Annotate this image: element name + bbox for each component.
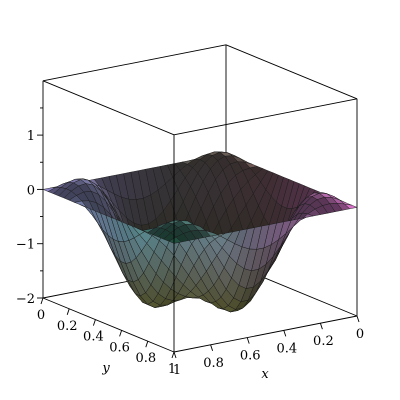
y-tick-label: 0.6: [109, 340, 130, 355]
y-tick-mark: [66, 308, 70, 315]
x-tick-label: 0: [356, 327, 364, 342]
x-tick-label: 0.2: [313, 334, 334, 349]
y-tick-label: 0.8: [135, 351, 156, 366]
surface-mesh: [42, 151, 358, 313]
box-edge: [173, 98, 358, 136]
box-edge: [225, 44, 358, 100]
y-tick-mark: [145, 341, 149, 348]
y-tick-label: 0: [37, 308, 45, 323]
y-tick-mark: [119, 330, 123, 337]
x-tick-label: 0.6: [240, 349, 261, 364]
box-edge: [42, 80, 175, 136]
x-tick-label: 0.8: [203, 356, 224, 371]
axis-ticks: [37, 107, 360, 359]
x-tick-mark: [356, 315, 360, 323]
z-tick-label: −2: [16, 292, 35, 307]
box-edge: [42, 44, 227, 82]
y-tick-mark: [171, 351, 175, 359]
y-tick-label: 1: [168, 362, 176, 377]
z-tick-label: 1: [27, 129, 35, 144]
y-axis-label: y: [101, 361, 110, 376]
y-tick-mark: [40, 297, 44, 305]
z-tick-label: 0: [27, 183, 35, 198]
x-tick-mark: [283, 330, 287, 337]
box-edge: [173, 315, 358, 353]
x-tick-mark: [210, 344, 214, 351]
z-tick-label: −1: [16, 238, 35, 253]
x-tick-mark: [173, 351, 177, 359]
x-tick-label: 0.4: [276, 341, 297, 356]
x-tick-mark: [246, 337, 250, 344]
x-axis-label: x: [261, 367, 269, 382]
y-tick-mark: [92, 319, 96, 326]
box-edge: [42, 297, 175, 353]
x-tick-mark: [319, 323, 323, 330]
y-tick-label: 0.2: [57, 319, 78, 334]
y-tick-label: 0.4: [83, 330, 104, 345]
surface-facet: [168, 236, 182, 244]
x-tick-label: 1: [173, 363, 181, 378]
